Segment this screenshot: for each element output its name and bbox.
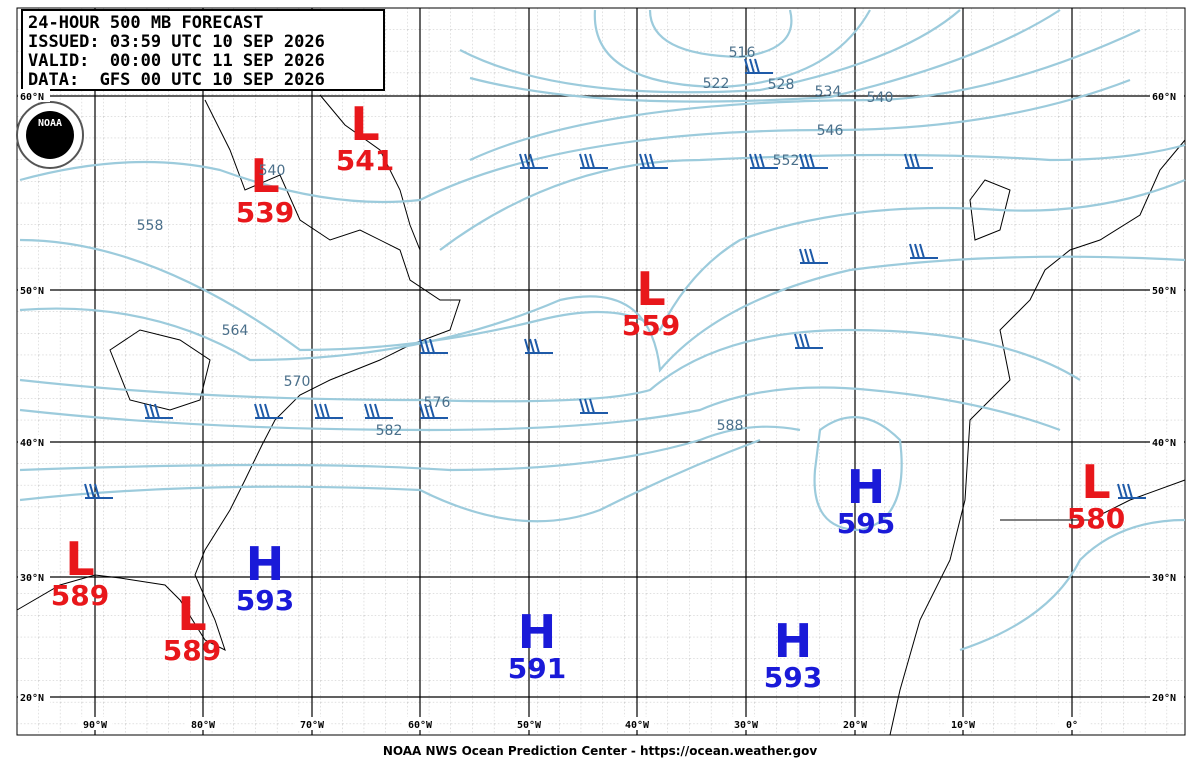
contour-label: 564 <box>222 323 249 339</box>
lat-label: 30°N <box>1152 573 1176 584</box>
contour-label: 558 <box>137 218 164 234</box>
header-box <box>21 9 385 91</box>
map-frame <box>16 7 1186 736</box>
center-symbol: L <box>636 262 665 316</box>
lon-label-bg <box>838 717 872 730</box>
lon-label: 40°W <box>625 720 650 731</box>
lat-label-bg <box>18 283 50 296</box>
noaa-logo: NOAA <box>16 101 84 169</box>
center-symbol: H <box>774 614 813 668</box>
lat-label-bg <box>18 435 50 448</box>
contour-label: 516 <box>729 45 756 61</box>
contour-label: 576 <box>424 395 451 411</box>
lon-label-bg <box>512 717 546 730</box>
header-line: VALID: 00:00 UTC 11 SEP 2026 <box>28 51 325 71</box>
major-grid <box>17 8 1185 735</box>
lat-label: 20°N <box>1152 693 1176 704</box>
lon-label-bg <box>946 717 980 730</box>
header-line: 24-HOUR 500 MB FORECAST <box>28 13 263 33</box>
contour-label: 588 <box>717 418 744 434</box>
center-symbol: L <box>350 97 379 151</box>
center-symbol: L <box>177 587 206 641</box>
center-symbol: H <box>246 537 285 591</box>
lat-label: 60°N <box>20 92 44 103</box>
contour-label: 522 <box>703 76 730 92</box>
lon-label: 60°W <box>408 720 433 731</box>
lon-label-bg <box>403 717 437 730</box>
center-value: 589 <box>51 579 109 612</box>
lon-label-bg <box>186 717 220 730</box>
contour-label: 528 <box>768 77 795 93</box>
contour-label: 534 <box>815 84 842 100</box>
footer: NOAA NWS Ocean Prediction Center - https… <box>383 744 817 758</box>
center-value: 559 <box>622 309 680 342</box>
lon-label-bg <box>1055 717 1089 730</box>
center-symbol: L <box>65 532 94 586</box>
center-value: 595 <box>837 507 895 540</box>
lat-label-bg <box>18 690 50 703</box>
header-line: ISSUED: 03:59 UTC 10 SEP 2026 <box>28 32 325 52</box>
contour-label: 540 <box>867 90 894 106</box>
lat-label-bg <box>18 570 50 583</box>
lon-label-bg <box>729 717 763 730</box>
center-symbol: L <box>1081 455 1110 509</box>
lon-label-bg <box>78 717 112 730</box>
contour-label: 546 <box>817 123 844 139</box>
lon-label: 90°W <box>83 720 108 731</box>
lon-label: 80°W <box>191 720 216 731</box>
lat-label: 40°N <box>20 438 44 449</box>
lon-label-bg <box>295 717 329 730</box>
contour-label: 570 <box>284 374 311 390</box>
lon-label: 0° <box>1066 720 1078 731</box>
center-symbol: L <box>250 149 279 203</box>
lat-label-bg <box>1150 283 1184 296</box>
lat-label-bg <box>1150 690 1184 703</box>
lon-label: 20°W <box>843 720 868 731</box>
lat-label: 50°N <box>20 286 44 297</box>
lat-label: 30°N <box>20 573 44 584</box>
height-contours <box>19 9 1186 652</box>
lon-label: 50°W <box>517 720 542 731</box>
lat-label: 40°N <box>1152 438 1176 449</box>
contour-label: 552 <box>773 153 800 169</box>
center-symbol: H <box>518 605 557 659</box>
center-value: 593 <box>236 584 294 617</box>
lon-label: 10°W <box>951 720 976 731</box>
lat-label: 50°N <box>1152 286 1176 297</box>
lon-label: 30°W <box>734 720 759 731</box>
contour-label: 582 <box>376 423 403 439</box>
lat-label-bg <box>1150 435 1184 448</box>
center-value: 593 <box>764 661 822 694</box>
contour-label: 540 <box>259 163 286 179</box>
center-symbol: H <box>847 460 886 514</box>
center-value: 580 <box>1067 502 1125 535</box>
lon-label-bg <box>620 717 654 730</box>
center-value: 539 <box>236 196 294 229</box>
lat-label: 20°N <box>20 693 44 704</box>
lat-label-bg <box>1150 89 1184 102</box>
lat-label-bg <box>18 89 50 102</box>
center-value: 591 <box>508 652 566 685</box>
center-value: 541 <box>336 144 394 177</box>
lat-label-bg <box>1150 570 1184 583</box>
lat-label: 60°N <box>1152 92 1176 103</box>
lon-label: 70°W <box>300 720 325 731</box>
center-value: 589 <box>163 634 221 667</box>
header-line: DATA: GFS 00 UTC 10 SEP 2026 <box>28 70 325 90</box>
logo-text: NOAA <box>38 118 62 129</box>
